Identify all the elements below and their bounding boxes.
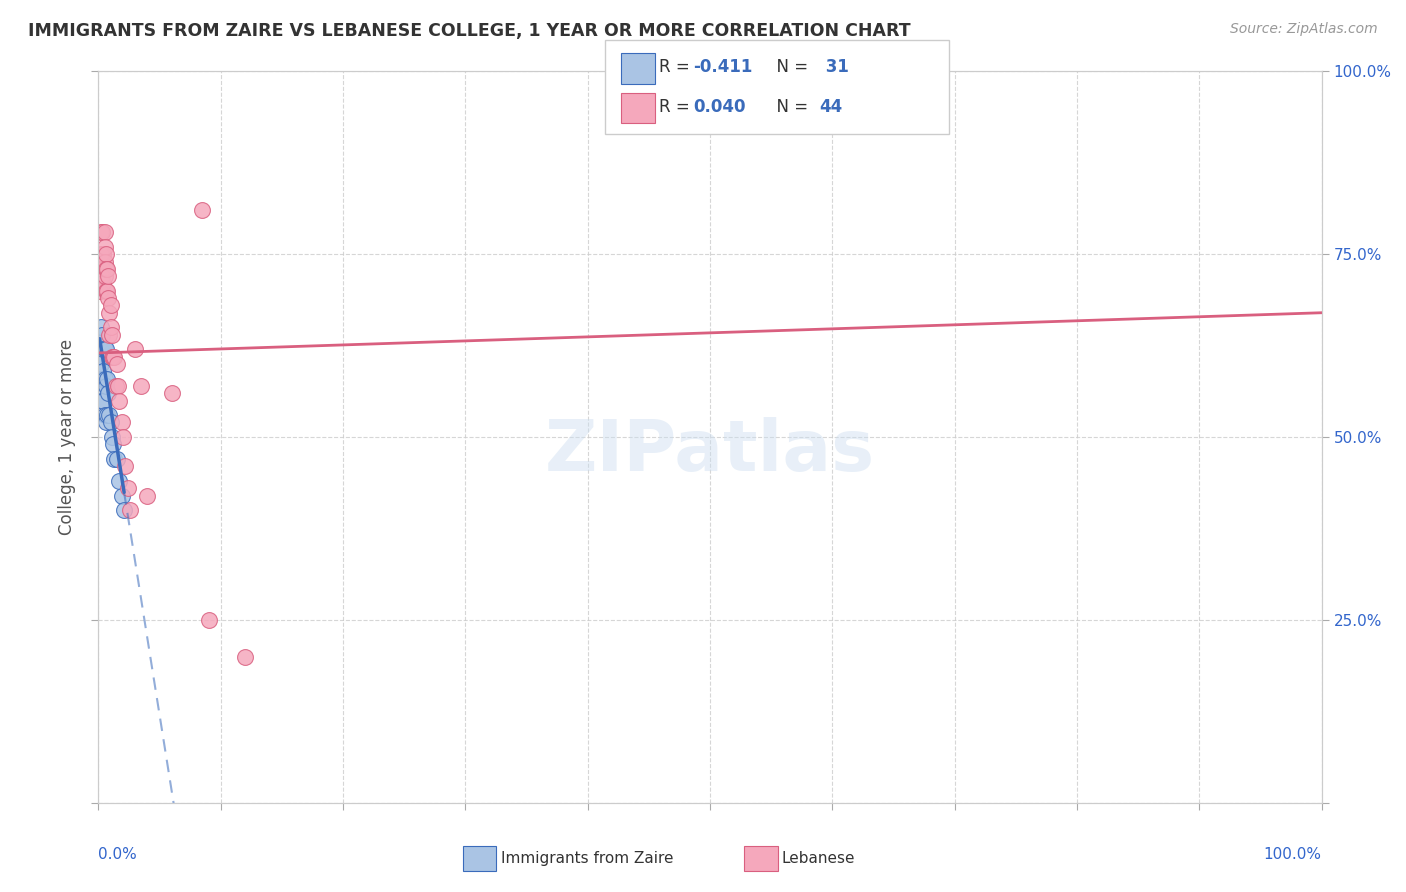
Point (90, 320, 112, 334)
Point (90, 247, 112, 261)
Point (129, 379, 152, 393)
Point (97, 291, 120, 305)
Point (124, 343, 146, 357)
Point (93, 343, 115, 357)
Point (94, 379, 117, 393)
Point (191, 203, 214, 218)
Point (101, 437, 124, 451)
Point (197, 613, 219, 627)
Point (111, 489, 134, 503)
Point (93, 269, 115, 284)
Text: R =: R = (659, 98, 696, 116)
Point (89, 357, 111, 371)
Point (94, 261, 117, 276)
Point (91, 350, 114, 364)
Point (94, 284, 117, 298)
Point (98, 408, 121, 422)
Point (93, 240, 115, 254)
Point (91, 364, 114, 378)
Point (105, 452, 128, 467)
Text: 31: 31 (820, 59, 849, 77)
Text: N =: N = (766, 59, 814, 77)
Point (100, 416, 122, 430)
Point (91, 269, 114, 284)
Point (160, 386, 183, 401)
Point (100, 298, 122, 312)
Text: IMMIGRANTS FROM ZAIRE VS LEBANESE COLLEGE, 1 YEAR OR MORE CORRELATION CHART: IMMIGRANTS FROM ZAIRE VS LEBANESE COLLEG… (28, 22, 911, 40)
Point (91, 261, 114, 276)
Text: 44: 44 (820, 98, 844, 116)
Point (117, 481, 139, 495)
Point (108, 474, 131, 488)
Point (101, 350, 124, 364)
Point (91, 247, 114, 261)
Point (94, 416, 117, 430)
Point (98, 306, 121, 320)
Point (91, 393, 114, 408)
Point (91, 343, 114, 357)
Point (105, 357, 128, 371)
Point (91, 371, 114, 385)
Point (97, 386, 120, 401)
Text: ZIPatlas: ZIPatlas (546, 417, 875, 486)
Point (111, 416, 134, 430)
Point (96, 371, 118, 385)
Point (91, 225, 114, 239)
Y-axis label: College, 1 year or more: College, 1 year or more (58, 339, 76, 535)
Point (89, 334, 111, 349)
Point (93, 225, 115, 239)
Point (93, 371, 115, 385)
Point (90, 225, 112, 239)
Text: Immigrants from Zaire: Immigrants from Zaire (501, 851, 673, 865)
Point (111, 430, 134, 444)
Point (94, 247, 117, 261)
Text: 0.040: 0.040 (693, 98, 745, 116)
Point (90, 357, 112, 371)
Point (96, 261, 118, 276)
Point (233, 649, 256, 664)
Point (91, 393, 114, 408)
Point (103, 350, 125, 364)
Point (103, 452, 125, 467)
Point (104, 379, 127, 393)
Point (96, 284, 118, 298)
Text: -0.411: -0.411 (693, 59, 752, 77)
Text: 0.0%: 0.0% (98, 847, 138, 862)
Point (90, 379, 112, 393)
Point (91, 277, 114, 291)
Point (101, 350, 124, 364)
Point (91, 247, 114, 261)
Text: Lebanese: Lebanese (782, 851, 855, 865)
Point (108, 393, 131, 408)
Point (107, 379, 129, 393)
Point (114, 459, 136, 474)
Point (89, 284, 111, 298)
Text: Source: ZipAtlas.com: Source: ZipAtlas.com (1230, 22, 1378, 37)
Text: R =: R = (659, 59, 696, 77)
Point (94, 343, 117, 357)
Point (98, 327, 121, 342)
Point (101, 327, 124, 342)
Point (100, 320, 122, 334)
Point (93, 254, 115, 268)
Point (97, 269, 120, 284)
Point (96, 408, 118, 422)
Point (136, 489, 159, 503)
Text: 100.0%: 100.0% (1264, 847, 1322, 862)
Point (90, 343, 112, 357)
Point (91, 327, 114, 342)
Text: N =: N = (766, 98, 814, 116)
Point (120, 503, 142, 517)
Point (101, 430, 124, 444)
Point (93, 408, 115, 422)
Point (112, 503, 135, 517)
